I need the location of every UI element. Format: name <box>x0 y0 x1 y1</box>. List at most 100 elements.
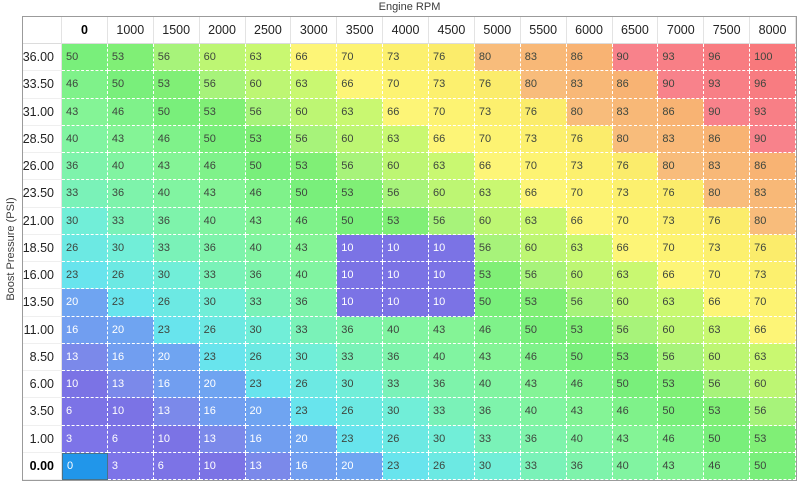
table-cell[interactable]: 53 <box>383 207 429 235</box>
table-cell[interactable]: 56 <box>245 98 292 126</box>
table-cell[interactable]: 60 <box>383 153 429 181</box>
table-cell[interactable]: 63 <box>612 262 659 290</box>
table-cell[interactable]: 46 <box>612 398 659 426</box>
table-cell[interactable]: 10 <box>337 234 384 262</box>
table-cell[interactable]: 50 <box>199 125 246 153</box>
table-cell[interactable]: 43 <box>658 452 705 480</box>
table-cell[interactable]: 93 <box>704 71 751 99</box>
table-cell[interactable]: 26 <box>291 371 338 399</box>
table-cell[interactable]: 90 <box>704 98 751 126</box>
table-cell[interactable]: 6 <box>153 452 200 480</box>
table-cell[interactable]: 63 <box>291 71 338 99</box>
row-header-23.50[interactable]: 23.50 <box>23 180 62 208</box>
table-cell[interactable]: 16 <box>245 425 292 453</box>
table-cell[interactable]: 86 <box>658 98 705 126</box>
col-header-4500[interactable]: 4500 <box>429 17 475 44</box>
table-cell[interactable]: 66 <box>474 153 521 181</box>
table-cell[interactable]: 36 <box>474 398 521 426</box>
table-cell[interactable]: 73 <box>383 44 429 72</box>
table-cell[interactable]: 93 <box>658 44 705 72</box>
table-cell[interactable]: 60 <box>245 71 292 99</box>
table-cell[interactable]: 90 <box>750 125 796 153</box>
table-cell[interactable]: 60 <box>520 234 567 262</box>
table-cell[interactable]: 16 <box>62 316 108 344</box>
table-cell[interactable]: 26 <box>337 398 384 426</box>
table-cell[interactable]: 80 <box>750 207 796 235</box>
table-cell[interactable]: 43 <box>62 98 108 126</box>
col-header-1000[interactable]: 1000 <box>107 17 154 44</box>
table-cell[interactable]: 26 <box>383 425 429 453</box>
table-cell[interactable]: 63 <box>520 207 567 235</box>
table-cell[interactable]: 40 <box>153 180 200 208</box>
table-cell[interactable]: 50 <box>750 452 796 480</box>
table-cell[interactable]: 33 <box>474 425 521 453</box>
table-cell[interactable]: 53 <box>199 98 246 126</box>
table-cell[interactable]: 53 <box>750 425 796 453</box>
row-header-0.00[interactable]: 0.00 <box>23 452 62 480</box>
col-header-5000[interactable]: 5000 <box>474 17 521 44</box>
table-cell[interactable]: 36 <box>337 316 384 344</box>
table-cell[interactable]: 30 <box>383 398 429 426</box>
table-cell[interactable]: 53 <box>612 343 659 371</box>
table-cell[interactable]: 60 <box>429 180 475 208</box>
row-header-26.00[interactable]: 26.00 <box>23 153 62 181</box>
table-cell[interactable]: 3 <box>62 425 108 453</box>
table-cell[interactable]: 43 <box>429 316 475 344</box>
table-cell[interactable]: 36 <box>520 425 567 453</box>
table-cell[interactable]: 36 <box>199 234 246 262</box>
table-cell[interactable]: 56 <box>474 234 521 262</box>
table-cell[interactable]: 43 <box>520 371 567 399</box>
table-cell[interactable]: 30 <box>245 316 292 344</box>
table-cell[interactable]: 66 <box>658 262 705 290</box>
table-cell[interactable]: 50 <box>704 425 751 453</box>
table-cell[interactable]: 46 <box>474 316 521 344</box>
col-header-3000[interactable]: 3000 <box>291 17 338 44</box>
table-cell[interactable]: 36 <box>291 289 338 317</box>
table-cell[interactable]: 63 <box>337 98 384 126</box>
table-cell[interactable]: 53 <box>474 262 521 290</box>
row-header-31.00[interactable]: 31.00 <box>23 98 62 126</box>
selected-cell[interactable]: 0 <box>62 452 108 480</box>
table-cell[interactable]: 63 <box>750 343 796 371</box>
table-cell[interactable]: 43 <box>291 234 338 262</box>
row-header-21.00[interactable]: 21.00 <box>23 207 62 235</box>
table-cell[interactable]: 20 <box>337 452 384 480</box>
table-cell[interactable]: 66 <box>383 98 429 126</box>
table-cell[interactable]: 60 <box>612 289 659 317</box>
table-cell[interactable]: 60 <box>474 207 521 235</box>
table-cell[interactable]: 53 <box>153 71 200 99</box>
table-cell[interactable]: 46 <box>199 153 246 181</box>
row-header-1.00[interactable]: 1.00 <box>23 425 62 453</box>
table-cell[interactable]: 20 <box>62 289 108 317</box>
table-cell[interactable]: 70 <box>750 289 796 317</box>
table-cell[interactable]: 66 <box>291 44 338 72</box>
table-cell[interactable]: 70 <box>566 180 613 208</box>
table-cell[interactable]: 76 <box>704 207 751 235</box>
row-header-36.00[interactable]: 36.00 <box>23 44 62 72</box>
table-cell[interactable]: 40 <box>383 316 429 344</box>
table-cell[interactable]: 56 <box>291 125 338 153</box>
col-header-8000[interactable]: 8000 <box>750 17 796 44</box>
table-cell[interactable]: 40 <box>612 452 659 480</box>
table-cell[interactable]: 76 <box>566 125 613 153</box>
table-cell[interactable]: 40 <box>199 207 246 235</box>
table-cell[interactable]: 10 <box>337 262 384 290</box>
table-cell[interactable]: 40 <box>566 425 613 453</box>
table-cell[interactable]: 56 <box>612 316 659 344</box>
table-cell[interactable]: 40 <box>429 343 475 371</box>
table-cell[interactable]: 56 <box>383 180 429 208</box>
table-cell[interactable]: 96 <box>750 71 796 99</box>
table-cell[interactable]: 80 <box>566 98 613 126</box>
table-cell[interactable]: 46 <box>291 207 338 235</box>
table-cell[interactable]: 3 <box>107 452 154 480</box>
table-cell[interactable]: 80 <box>474 44 521 72</box>
table-cell[interactable]: 13 <box>62 343 108 371</box>
table-cell[interactable]: 46 <box>566 371 613 399</box>
table-cell[interactable]: 80 <box>658 153 705 181</box>
table-cell[interactable]: 33 <box>62 180 108 208</box>
table-cell[interactable]: 76 <box>612 153 659 181</box>
table-cell[interactable]: 46 <box>658 425 705 453</box>
table-cell[interactable]: 83 <box>658 125 705 153</box>
table-cell[interactable]: 63 <box>658 289 705 317</box>
table-cell[interactable]: 83 <box>520 44 567 72</box>
